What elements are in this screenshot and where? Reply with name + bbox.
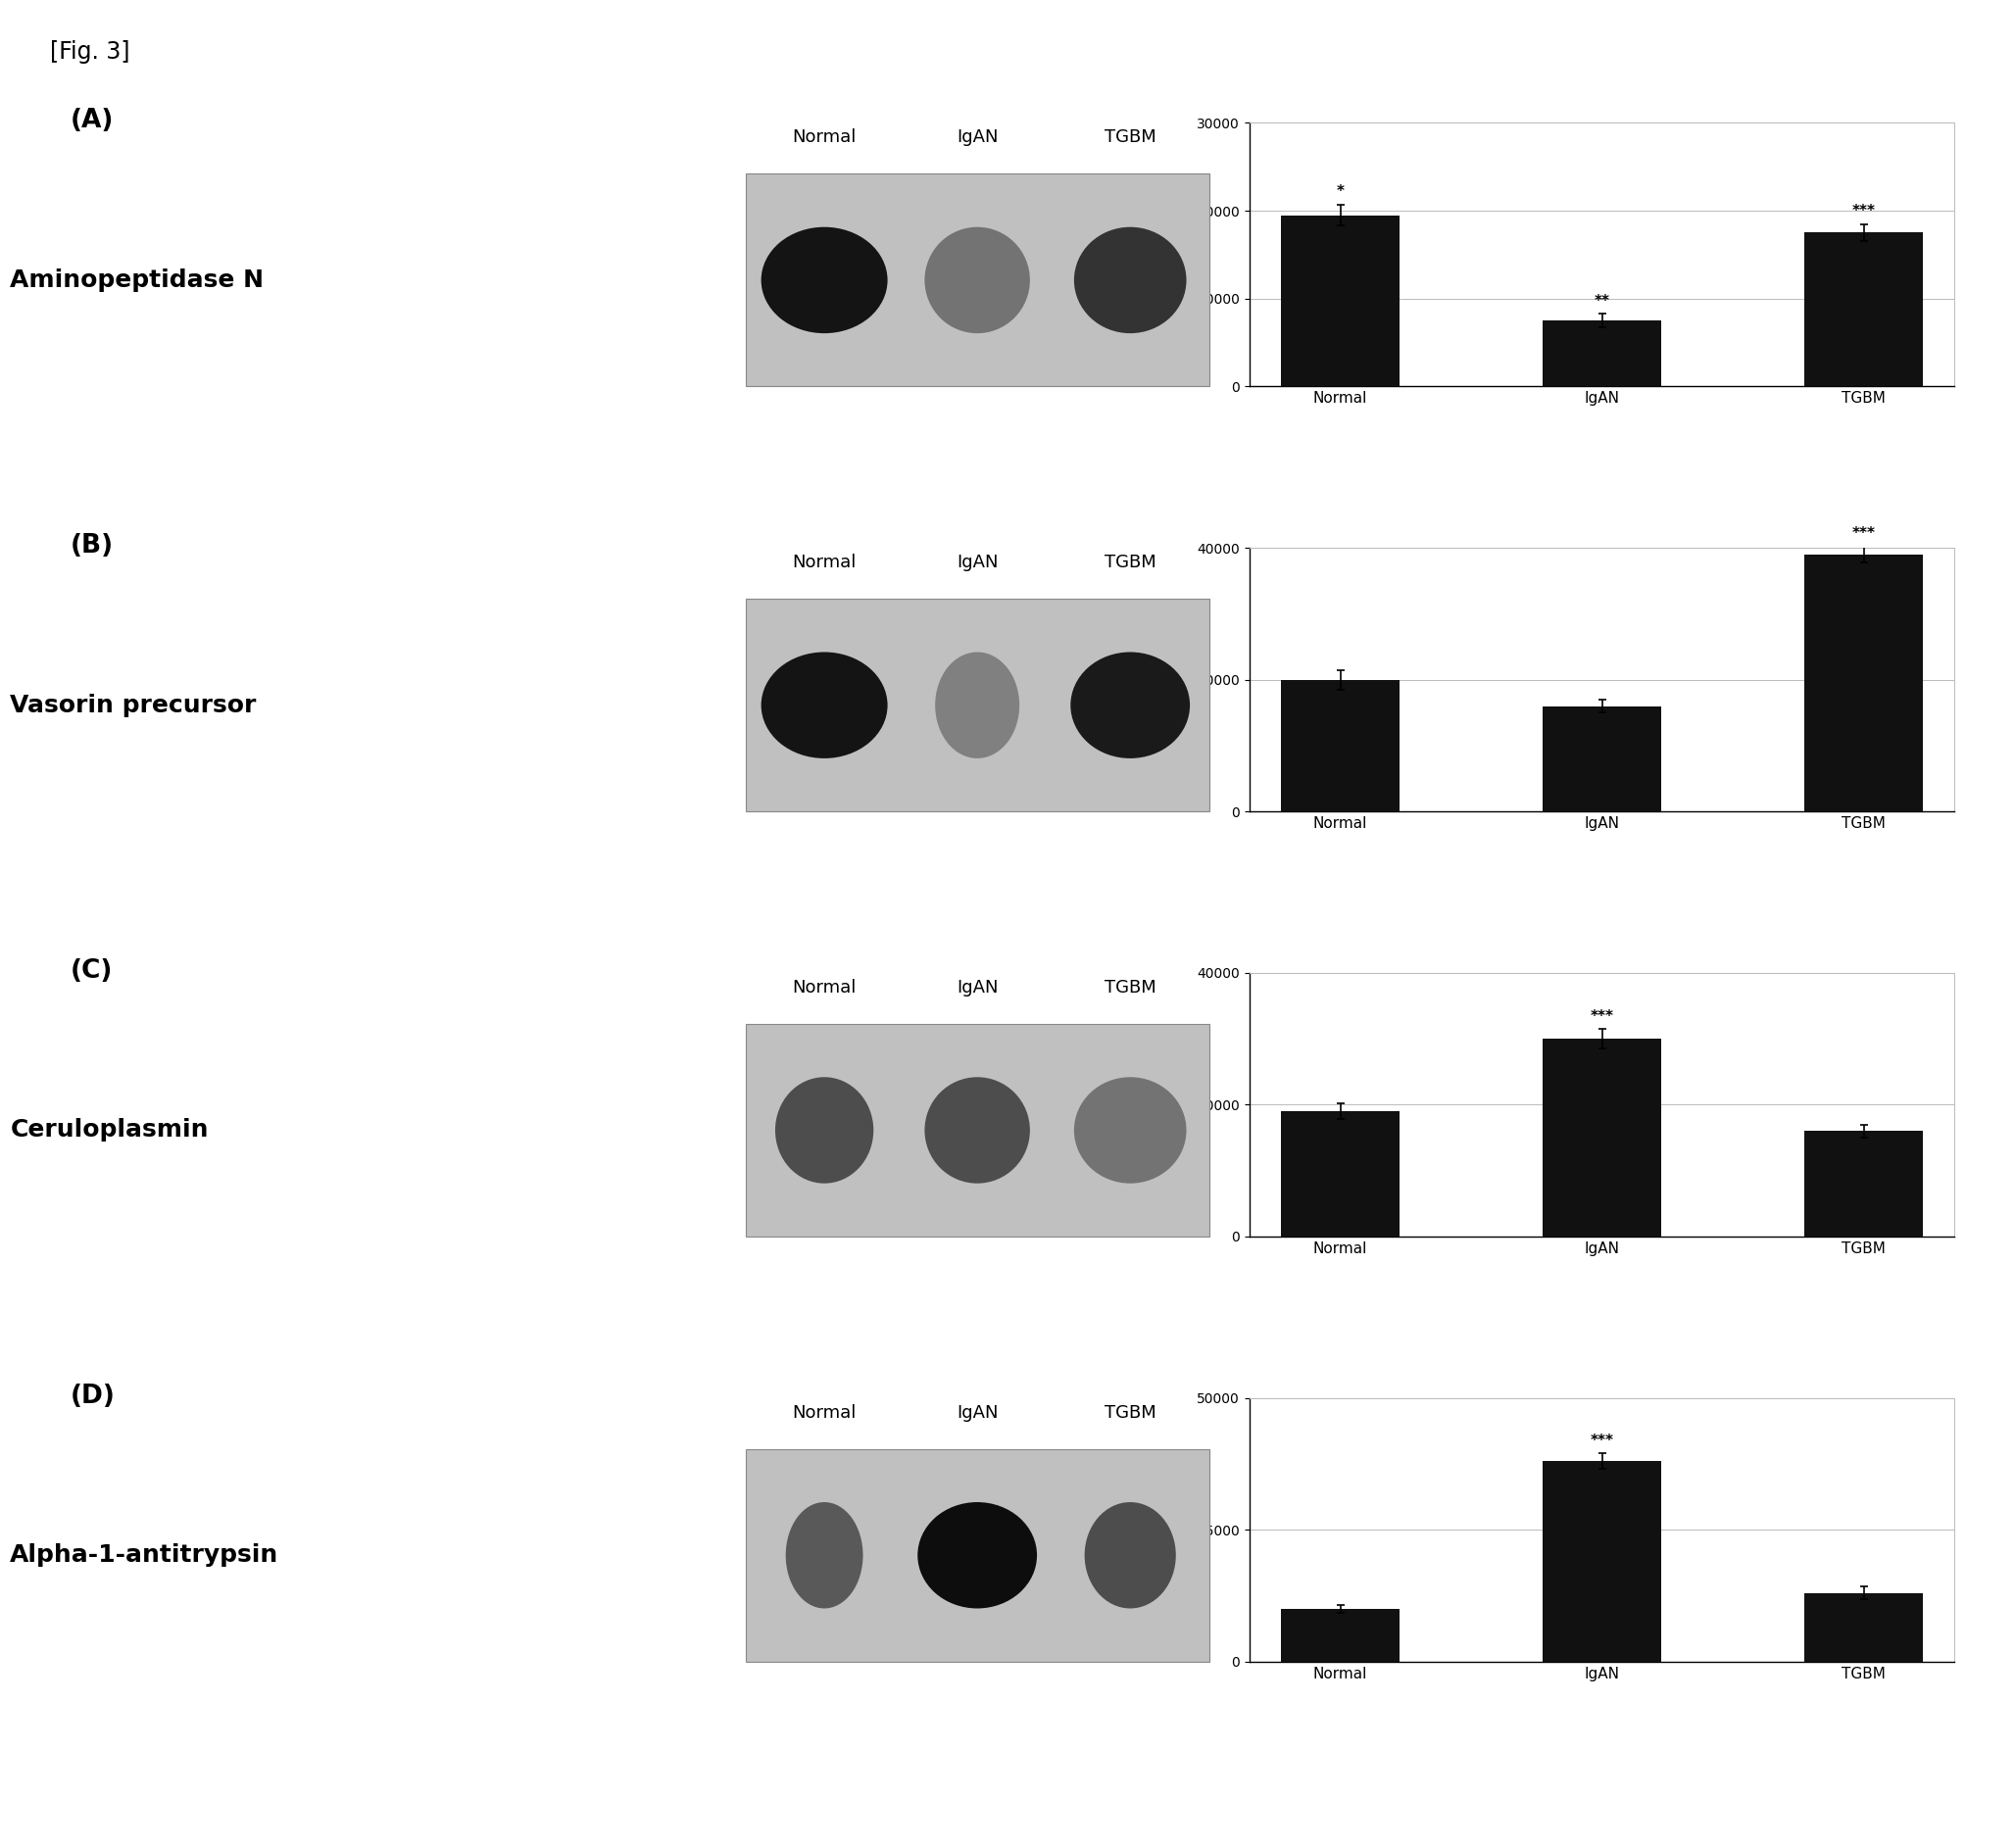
Bar <box>1805 1593 1922 1661</box>
Text: Vasorin precursor: Vasorin precursor <box>10 693 256 717</box>
Text: TGBM: TGBM <box>1104 129 1157 146</box>
Text: (A): (A) <box>71 107 115 133</box>
Text: Normal: Normal <box>792 554 856 571</box>
Bar <box>1543 1039 1660 1236</box>
Bar <box>1543 1462 1660 1661</box>
Text: Normal: Normal <box>792 979 856 996</box>
Text: ***: *** <box>1852 527 1876 541</box>
Text: Aminopeptidase N: Aminopeptidase N <box>10 268 264 292</box>
Text: *: * <box>1336 185 1344 200</box>
Text: Normal: Normal <box>792 129 856 146</box>
Bar <box>1805 1131 1922 1236</box>
Text: Alpha-1-antitrypsin: Alpha-1-antitrypsin <box>10 1543 278 1567</box>
Text: IgAN: IgAN <box>957 129 997 146</box>
Bar <box>1282 1111 1398 1236</box>
Text: [Fig. 3]: [Fig. 3] <box>50 41 131 65</box>
Bar <box>1805 233 1922 386</box>
Text: TGBM: TGBM <box>1104 1404 1157 1421</box>
Text: (D): (D) <box>71 1382 115 1408</box>
Bar <box>1282 1610 1398 1661</box>
Bar <box>1543 320 1660 386</box>
Text: Ceruloplasmin: Ceruloplasmin <box>10 1118 208 1142</box>
Text: **: ** <box>1594 294 1610 309</box>
Text: Normal: Normal <box>792 1404 856 1421</box>
Text: (C): (C) <box>71 957 113 983</box>
Text: IgAN: IgAN <box>957 1404 997 1421</box>
Bar <box>1282 214 1398 386</box>
Bar <box>1543 706 1660 811</box>
Bar <box>1282 680 1398 811</box>
Bar <box>1805 554 1922 811</box>
Text: ***: *** <box>1590 1009 1614 1024</box>
Text: TGBM: TGBM <box>1104 554 1157 571</box>
Text: IgAN: IgAN <box>957 554 997 571</box>
Text: TGBM: TGBM <box>1104 979 1157 996</box>
Text: (B): (B) <box>71 532 113 558</box>
Text: ***: *** <box>1590 1434 1614 1449</box>
Text: IgAN: IgAN <box>957 979 997 996</box>
Text: ***: *** <box>1852 203 1876 218</box>
